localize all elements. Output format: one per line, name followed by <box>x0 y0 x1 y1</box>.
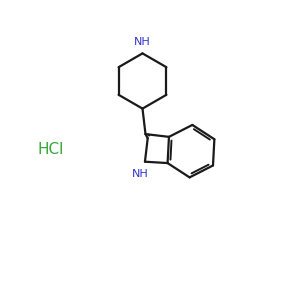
Text: NH: NH <box>132 169 149 179</box>
Text: HCl: HCl <box>38 142 64 158</box>
Text: NH: NH <box>134 37 151 47</box>
